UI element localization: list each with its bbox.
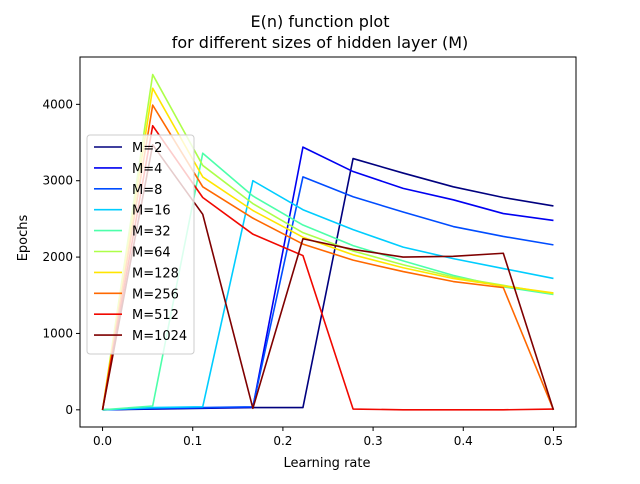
plot-frame: [79, 56, 577, 428]
legend-label-m-8: M=8: [132, 183, 162, 198]
y-tick-label: 0: [65, 403, 73, 417]
legend: M=2 M=4 M=8 M=16 M=32 M=64 M=128 M=256 M=512 M=10…: [86, 134, 195, 355]
legend-label-m-4: M=4: [132, 162, 162, 177]
chart-title: E(n) function plot: [251, 12, 390, 31]
legend-label-m-32: M=32: [132, 225, 171, 240]
series-line-m-16: [102, 179, 554, 411]
y-tick-label: 3000: [42, 174, 73, 188]
y-tick-label: 2000: [42, 250, 73, 264]
chart-subtitle: for different sizes of hidden layer (M): [172, 33, 469, 52]
y-tick-label: 4000: [42, 97, 73, 111]
x-tick-label: 0.0: [93, 434, 112, 448]
legend-box: [86, 134, 195, 355]
legend-label-m-128: M=128: [132, 266, 179, 281]
x-tick-label: 0.3: [364, 434, 383, 448]
y-axis-label: Epochs: [16, 214, 31, 261]
x-tick-label: 0.5: [544, 434, 563, 448]
x-tick-label: 0.1: [183, 434, 202, 448]
legend-label-m-16: M=16: [132, 204, 171, 219]
legend-label-m-512: M=512: [132, 308, 179, 323]
tick-layer: 0.0 0.1 0.2 0.3 0.4 0.5 0 1000 2000 3000 4000: [42, 97, 563, 448]
x-axis-label: Learning rate: [284, 456, 371, 471]
x-tick-label: 0.2: [273, 434, 292, 448]
legend-label-m-256: M=256: [132, 287, 179, 302]
y-tick-label: 1000: [42, 326, 73, 340]
legend-label-m-2: M=2: [132, 141, 162, 156]
series-line-m-128: [101, 87, 554, 410]
x-tick-label: 0.4: [454, 434, 473, 448]
legend-label-m-1024: M=1024: [132, 329, 187, 344]
legend-label-m-64: M=64: [132, 246, 171, 261]
series-line-m-64: [101, 73, 554, 410]
